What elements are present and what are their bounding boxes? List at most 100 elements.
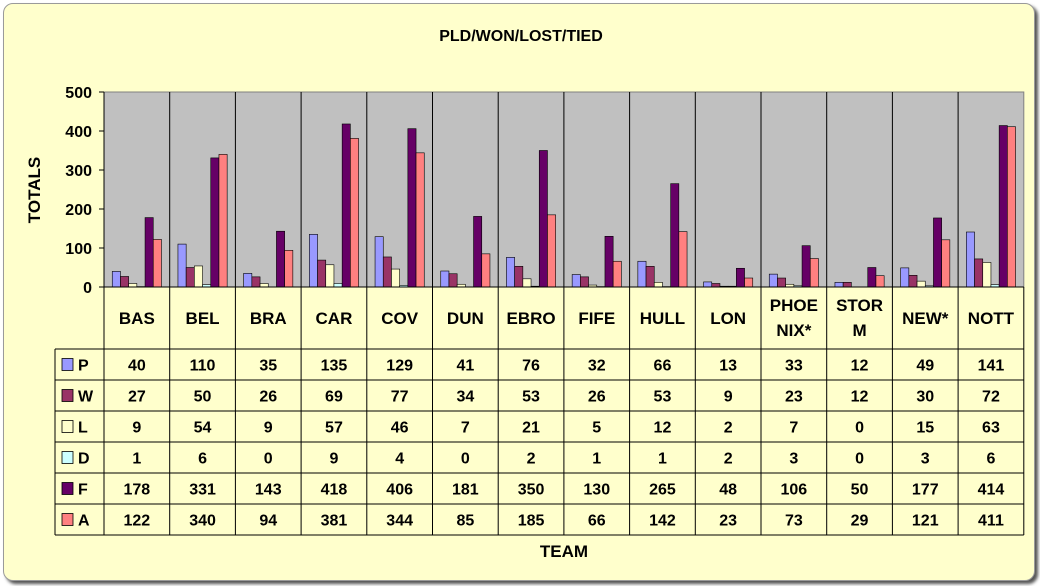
- data-label: 9: [264, 420, 273, 437]
- bar-a: [350, 138, 359, 288]
- data-label: 21: [522, 420, 540, 437]
- data-label: 29: [851, 513, 869, 530]
- data-label: 411: [978, 513, 1004, 530]
- data-label: 69: [325, 389, 343, 406]
- bar-l: [325, 264, 335, 288]
- bar-a: [218, 154, 228, 288]
- bar-f: [473, 216, 483, 288]
- bar-w: [448, 273, 458, 288]
- chart-title: PLD/WON/LOST/TIED: [439, 28, 603, 45]
- data-label: 32: [588, 358, 606, 375]
- data-label: 110: [190, 358, 216, 375]
- data-label: 143: [255, 482, 282, 499]
- data-label: 129: [386, 358, 413, 375]
- bar-f: [210, 157, 220, 288]
- bar-d: [333, 283, 343, 288]
- bar-f: [933, 217, 942, 288]
- x-tick-label: NOTT: [968, 309, 1015, 328]
- y-tick-label: 200: [65, 202, 92, 219]
- data-label: 331: [189, 482, 216, 499]
- bar-w: [842, 282, 852, 288]
- x-tick-label: HULL: [640, 309, 685, 328]
- bar-f: [604, 236, 614, 288]
- data-label: 4: [395, 451, 404, 468]
- bar-l: [916, 280, 926, 288]
- data-label: 142: [649, 513, 676, 530]
- data-label: 63: [982, 420, 1000, 437]
- bar-a: [612, 260, 622, 288]
- legend-label: F: [78, 482, 88, 499]
- data-label: 106: [780, 482, 807, 499]
- bar-p: [440, 270, 450, 288]
- data-label: 26: [259, 389, 277, 406]
- bar-w: [777, 277, 786, 288]
- x-axis-label: TEAM: [540, 542, 588, 561]
- data-label: 135: [321, 358, 348, 375]
- data-label: 0: [855, 420, 864, 437]
- legend-swatch-a: [61, 513, 74, 526]
- bar-f: [144, 217, 154, 288]
- bar-p: [703, 281, 713, 288]
- data-label: 40: [128, 358, 146, 375]
- data-label: 9: [132, 420, 141, 437]
- x-tick-label: BAS: [119, 309, 155, 328]
- bar-w: [185, 267, 195, 288]
- bar-a: [547, 214, 556, 288]
- data-label: 41: [456, 358, 474, 375]
- legend-swatch-p: [61, 358, 74, 371]
- bar-a: [678, 231, 688, 288]
- data-label: 414: [978, 482, 1005, 499]
- data-label: 9: [329, 451, 338, 468]
- data-label: 27: [128, 389, 146, 406]
- data-label: 7: [789, 420, 798, 437]
- data-label: 3: [789, 451, 798, 468]
- data-label: 130: [583, 482, 610, 499]
- data-label: 49: [916, 358, 934, 375]
- bar-p: [506, 257, 515, 288]
- data-label: 26: [588, 389, 606, 406]
- bar-w: [580, 276, 589, 288]
- bar-a: [481, 253, 491, 288]
- data-label: 30: [916, 389, 934, 406]
- data-label: 54: [194, 420, 212, 437]
- data-label: 48: [719, 482, 737, 499]
- bar-a: [875, 275, 885, 288]
- data-label: 77: [391, 389, 409, 406]
- data-label: 50: [194, 389, 212, 406]
- bar-p: [243, 273, 253, 288]
- data-label: 94: [259, 513, 277, 530]
- data-label: 34: [456, 389, 474, 406]
- x-tick-label: LON: [710, 309, 746, 328]
- bar-p: [966, 231, 975, 288]
- y-tick-label: 500: [65, 85, 92, 102]
- y-tick-label: 300: [65, 163, 92, 180]
- bar-p: [571, 274, 581, 288]
- data-label: 340: [189, 513, 216, 530]
- data-label: 141: [978, 358, 1005, 375]
- legend-swatch-d: [61, 451, 74, 464]
- plot-area: 0 100 200 300 400 500: [65, 85, 1025, 297]
- x-tick-label: M: [852, 321, 866, 340]
- data-label: 72: [982, 389, 1000, 406]
- bar-p: [900, 267, 910, 288]
- x-tick-label: BEL: [186, 309, 220, 328]
- data-label: 0: [461, 451, 470, 468]
- legend-swatch-f: [61, 482, 74, 495]
- bar-f: [670, 183, 680, 288]
- data-label: 35: [259, 358, 277, 375]
- data-label: 344: [386, 513, 413, 530]
- x-tick-label: FIFE: [578, 309, 615, 328]
- bar-f: [867, 267, 877, 288]
- y-tick-label: 400: [65, 124, 92, 141]
- bar-p: [374, 236, 384, 288]
- data-label: 33: [785, 358, 803, 375]
- data-label: 66: [588, 513, 606, 530]
- bar-a: [744, 277, 754, 288]
- data-label: 2: [724, 451, 733, 468]
- bar-p: [111, 271, 121, 288]
- y-tick-label: 0: [83, 280, 92, 297]
- data-label: 0: [855, 451, 864, 468]
- bar-l: [522, 278, 532, 288]
- x-tick-label: STOR: [836, 296, 883, 315]
